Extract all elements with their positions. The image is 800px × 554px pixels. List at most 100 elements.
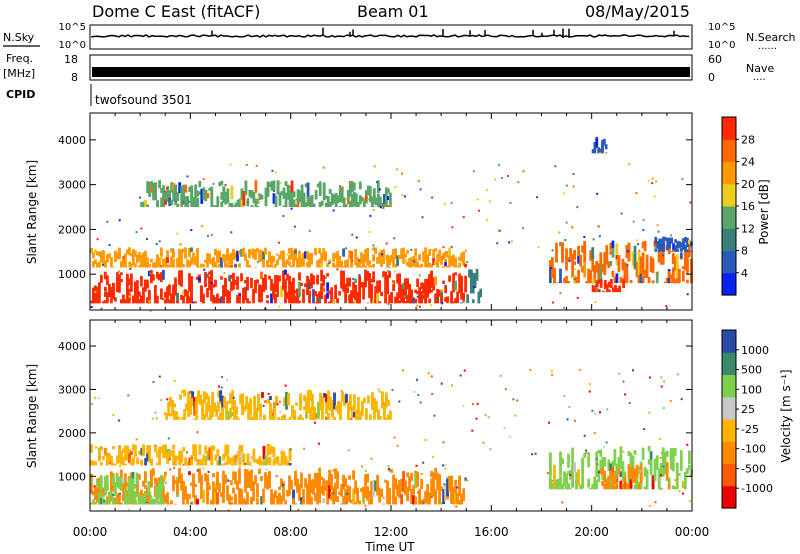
heat-cell bbox=[434, 248, 437, 252]
heat-cell bbox=[332, 490, 335, 505]
heat-cell bbox=[328, 262, 331, 264]
heat-cell bbox=[297, 508, 300, 511]
heat-cell bbox=[376, 181, 378, 184]
heat-cell bbox=[232, 248, 235, 260]
heat-cell bbox=[276, 184, 280, 193]
heat-cell bbox=[308, 473, 311, 492]
heat-cell bbox=[228, 275, 231, 282]
heat-cell bbox=[235, 406, 238, 416]
heat-cell bbox=[398, 400, 401, 403]
heat-cell bbox=[667, 247, 671, 254]
heat-cell bbox=[241, 406, 244, 415]
heat-cell bbox=[147, 480, 151, 496]
heat-cell bbox=[595, 261, 599, 273]
heat-cell bbox=[385, 417, 388, 420]
heat-cell bbox=[165, 413, 169, 420]
heat-cell bbox=[188, 471, 191, 475]
heat-cell bbox=[228, 291, 231, 304]
heat-cell bbox=[190, 294, 193, 304]
heat-cell bbox=[394, 248, 397, 259]
heat-cell bbox=[312, 203, 316, 207]
heat-cell bbox=[613, 470, 617, 479]
heat-cell bbox=[458, 265, 461, 268]
heat-cell bbox=[647, 179, 650, 182]
heat-cell bbox=[309, 407, 312, 420]
heat-cell bbox=[281, 415, 284, 420]
heat-cell bbox=[284, 292, 287, 304]
heat-cell bbox=[378, 487, 381, 503]
heat-cell bbox=[318, 258, 321, 268]
heat-cell bbox=[154, 285, 157, 304]
heat-cell bbox=[205, 394, 208, 400]
heat-cell bbox=[144, 484, 147, 489]
heat-cell bbox=[341, 392, 344, 402]
heat-cell bbox=[355, 410, 358, 420]
heat-cell bbox=[670, 237, 673, 244]
heat-cell bbox=[282, 458, 286, 464]
heat-cell bbox=[214, 298, 217, 304]
heat-cell bbox=[565, 486, 568, 490]
heat-cell bbox=[320, 283, 323, 300]
heat-cell bbox=[373, 165, 376, 168]
heat-cell bbox=[196, 261, 199, 268]
heat-cell bbox=[156, 302, 159, 304]
heat-cell bbox=[251, 247, 254, 250]
heat-cell bbox=[657, 475, 661, 488]
heat-cell bbox=[194, 205, 198, 208]
heat-cell bbox=[428, 298, 431, 304]
heat-cell bbox=[156, 451, 159, 458]
heat-cell bbox=[206, 192, 210, 199]
heat-cell bbox=[578, 368, 581, 371]
heat-cell bbox=[396, 273, 399, 284]
heat-cell bbox=[643, 269, 647, 278]
heat-cell bbox=[660, 474, 662, 477]
heat-cell bbox=[372, 247, 375, 251]
heat-cell bbox=[345, 501, 348, 504]
heat-cell bbox=[619, 276, 623, 284]
heat-cell bbox=[186, 300, 189, 304]
heat-cell bbox=[571, 226, 574, 229]
heat-cell bbox=[617, 468, 621, 475]
heat-cell bbox=[90, 444, 93, 453]
heat-cell bbox=[238, 294, 241, 304]
heat-cell bbox=[428, 249, 431, 256]
heat-cell bbox=[266, 300, 269, 304]
heat-cell bbox=[171, 399, 174, 407]
heat-cell bbox=[326, 196, 330, 207]
heat-cell bbox=[92, 291, 95, 304]
heat-cell bbox=[416, 295, 419, 298]
colorbar-swatch bbox=[722, 117, 736, 140]
heat-cell bbox=[102, 250, 105, 262]
heat-cell bbox=[139, 498, 143, 505]
heat-cell bbox=[514, 414, 517, 417]
heat-cell bbox=[306, 196, 310, 204]
heat-cell bbox=[322, 274, 325, 287]
heat-cell bbox=[660, 238, 664, 247]
heat-cell bbox=[115, 472, 119, 488]
heat-cell bbox=[176, 203, 180, 207]
heat-cell bbox=[278, 275, 281, 282]
heat-cell bbox=[350, 193, 354, 207]
heat-cell bbox=[201, 399, 204, 417]
heat-cell bbox=[262, 251, 265, 262]
heat-cell bbox=[599, 279, 603, 285]
heat-cell bbox=[388, 271, 391, 278]
heat-cell bbox=[168, 449, 172, 460]
heat-cell bbox=[367, 395, 370, 404]
heat-cell bbox=[127, 498, 131, 503]
heat-cell bbox=[378, 188, 381, 191]
heat-cell bbox=[196, 431, 199, 434]
heat-cell bbox=[349, 394, 352, 411]
heat-cell bbox=[358, 291, 361, 304]
heat-cell bbox=[402, 282, 405, 290]
heat-cell bbox=[152, 265, 155, 268]
heat-cell bbox=[422, 293, 425, 296]
heat-cell bbox=[179, 204, 182, 207]
heat-cell bbox=[154, 444, 157, 453]
heat-cell bbox=[221, 376, 224, 378]
heat-cell bbox=[531, 453, 534, 456]
heat-cell bbox=[124, 445, 127, 450]
heat-cell bbox=[339, 402, 342, 408]
heat-cell bbox=[312, 479, 315, 495]
heat-cell bbox=[354, 298, 357, 304]
